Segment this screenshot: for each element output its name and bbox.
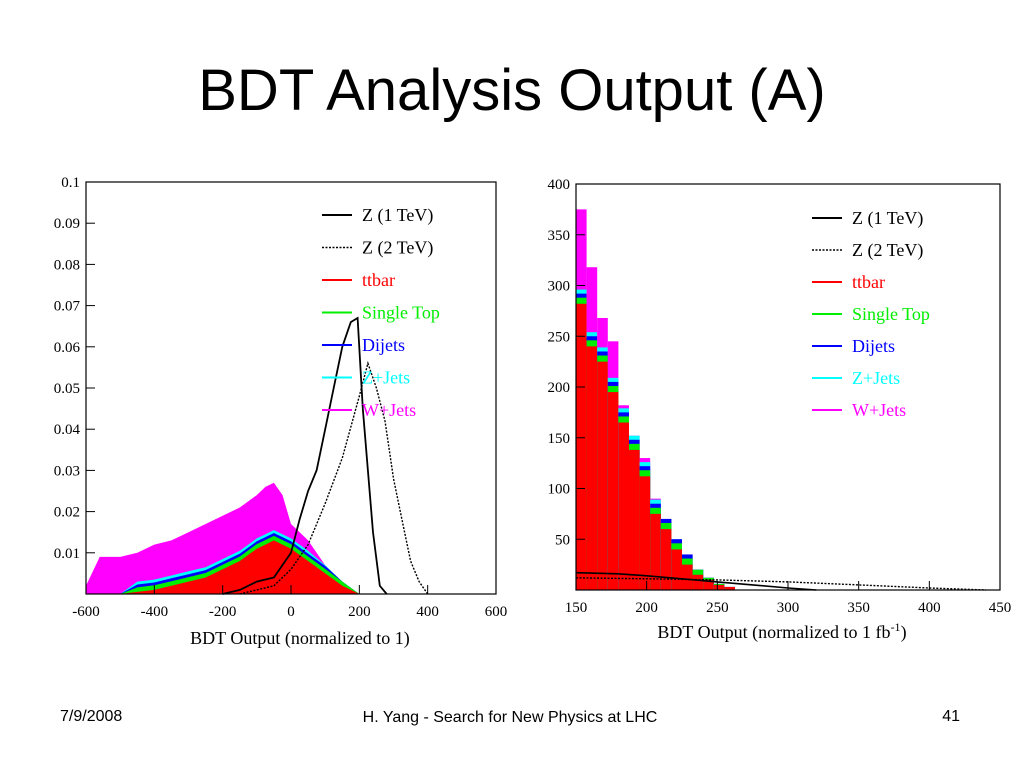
bin-ttbar [597,361,608,590]
legend-label-w-jets: W+Jets [362,400,416,420]
y-tick-label: 0.05 [54,381,80,397]
legend: Z (1 TeV) Z (2 TeV) ttbar Single Top Dijets Z… [322,205,440,420]
bin-ttbar [682,564,693,590]
page-number: 41 [942,708,960,725]
y-tick-label: 50 [555,532,570,548]
chart-right: 150 200 250 300 350 400 450 50 100 150 200 250 300 35… [548,177,1012,643]
x-tick-label: 450 [989,600,1012,616]
footer-text: H. Yang - Search for New Physics at LHC [362,709,658,726]
x-tick-label: 600 [485,604,508,620]
background-stack-area [576,209,735,590]
x-tick-label: -200 [209,604,237,620]
y-tick-label: 250 [548,329,571,345]
x-tick-label: -400 [141,604,169,620]
slide-title: BDT Analysis Output (A) [198,58,826,123]
bin-ttbar [713,584,725,590]
y-tick-label: 0.08 [54,257,80,273]
y-tick-label: 0.06 [54,340,81,356]
bin-ttbar [692,574,704,590]
bin-ttbar [650,513,661,590]
y-tick-label: 0.1 [61,175,80,191]
bin-ttbar [618,422,629,590]
bin-ttbar [660,529,672,590]
z-1tev-line [222,316,388,595]
legend-label-single-top: Single Top [852,304,930,324]
y-tick-label: 0.03 [54,463,80,479]
legend-label-w-jets: W+Jets [852,400,906,420]
y-tick-label: 300 [548,279,571,295]
x-axis-title: BDT Output (normalized to 1 fb-1) [657,620,906,643]
y-tick-label: 100 [548,482,571,498]
x-tick-label: 350 [847,600,870,616]
y-tick-label: 200 [548,380,571,396]
legend-label-z-jets: Z+Jets [362,368,410,388]
x-tick-label: 200 [635,600,658,616]
legend-label-z-2-tev: Z (2 TeV) [852,240,923,261]
y-tick-label: 0.01 [54,546,80,562]
x-tick-label: 250 [706,600,729,616]
y-tick-label: 350 [548,228,571,244]
x-axis-title-sup: -1 [891,620,901,634]
background-stack-area [86,482,360,594]
bin-ttbar [607,392,619,590]
axis-ticks: -600 -400 -200 0 200 400 600 0.01 0.02 0.03 0.04 0.… [54,175,508,620]
x-tick-label: 200 [348,604,371,620]
y-tick-label: 0.07 [54,299,81,315]
x-tick-label: -600 [72,604,100,620]
x-tick-label: 400 [918,600,941,616]
legend-label-dijets: Dijets [362,335,405,355]
footer-date: 7/9/2008 [60,708,123,725]
signal-lines [575,571,986,591]
y-tick-label: 0.04 [54,422,81,438]
signal-lines [222,316,429,595]
x-axis-title-suffix: ) [901,622,907,643]
x-tick-label: 300 [777,600,800,616]
legend-label-z-1-tev: Z (1 TeV) [852,208,923,229]
legend-label-ttbar: ttbar [362,270,395,290]
legend-label-z-1-tev: Z (1 TeV) [362,205,433,226]
y-tick-label: 0.09 [54,216,80,232]
axis-ticks: 150 200 250 300 350 400 450 50 100 150 200 250 300 35… [548,177,1012,616]
z-2tev-line [239,360,429,595]
bin-ttbar [576,303,587,590]
legend-label-z-jets: Z+Jets [852,368,900,388]
z-1tev-line [575,571,817,591]
legend-label-ttbar: ttbar [852,272,885,292]
z-2tev-line [575,577,986,591]
bin-ttbar [639,476,651,590]
bin-ttbar [703,579,714,590]
bin-ttbar [671,549,682,590]
x-axis-title-main: BDT Output (normalized to 1 fb [657,622,890,643]
chart-left: -600 -400 -200 0 200 400 600 0.01 0.02 0.03 0.04 0.… [54,175,508,649]
x-tick-label: 0 [287,604,295,620]
legend-label-z-2-tev: Z (2 TeV) [362,238,433,259]
legend-label-dijets: Dijets [852,336,895,356]
legend: Z (1 TeV) Z (2 TeV) ttbar Single Top Dijets Z… [812,208,930,420]
bin-ttbar [629,449,640,590]
y-tick-label: 150 [548,431,571,447]
bin-ttbar [586,346,598,590]
x-tick-label: 400 [416,604,439,620]
x-tick-label: 150 [565,600,588,616]
legend-label-single-top: Single Top [362,303,440,323]
y-tick-label: 0.02 [54,505,80,521]
x-axis-title: BDT Output (normalized to 1) [190,628,410,649]
bin-ttbar [724,586,735,590]
y-tick-label: 400 [548,177,571,193]
